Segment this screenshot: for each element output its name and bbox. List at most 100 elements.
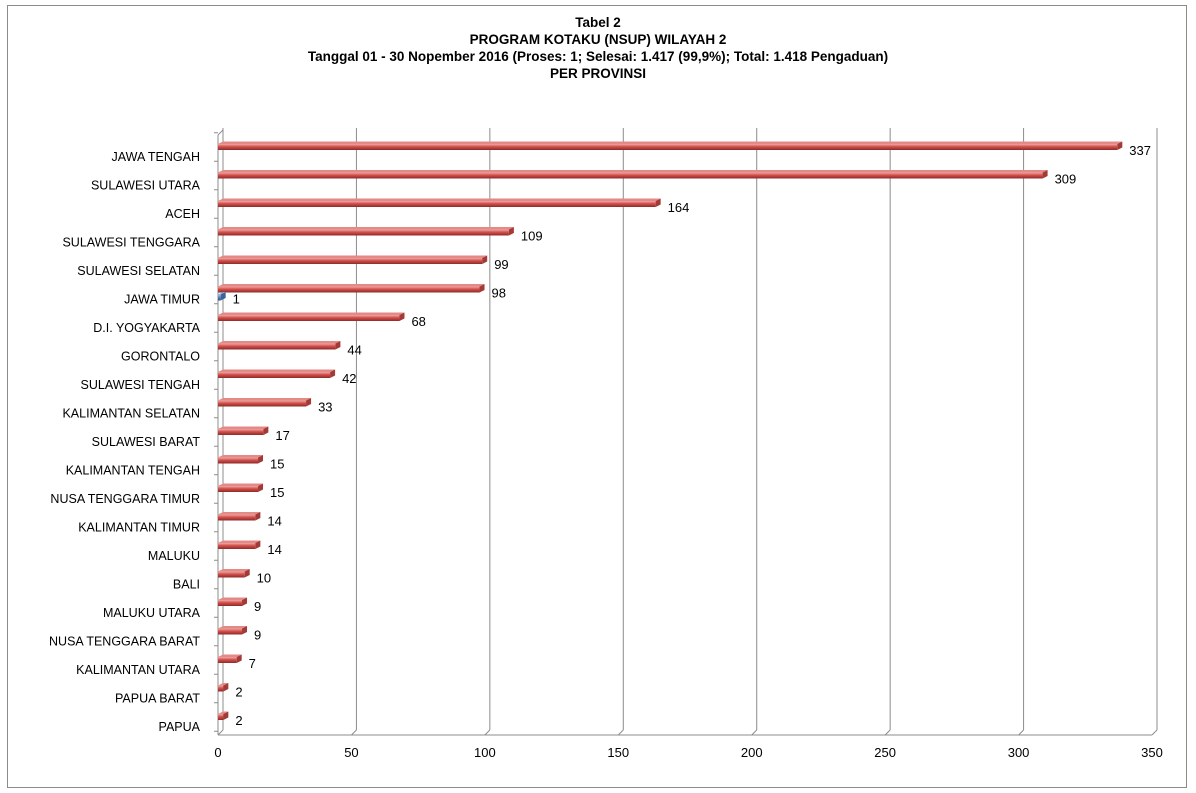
floor-tick-250 xyxy=(884,729,891,736)
data-label: 98 xyxy=(492,286,506,301)
bar-end-cap xyxy=(258,455,264,464)
category-label: SULAWESI BARAT xyxy=(92,435,201,449)
bar-end-cap xyxy=(655,198,661,207)
data-label: 10 xyxy=(257,571,271,586)
bar-top-face xyxy=(218,654,242,657)
bar-top-face xyxy=(218,569,250,572)
bars xyxy=(218,141,1123,720)
bar-selesai xyxy=(218,255,488,264)
bar-end-cap xyxy=(263,426,269,435)
floor-tick-50 xyxy=(351,729,357,736)
bar-top-face xyxy=(218,369,336,372)
bar-selesai xyxy=(218,455,264,464)
floor-tick-150 xyxy=(617,729,624,736)
bar-front-face xyxy=(218,457,259,464)
x-tick-label: 350 xyxy=(1141,745,1163,760)
category-label: MALUKU xyxy=(148,549,200,563)
category-label: PAPUA BARAT xyxy=(115,692,200,706)
data-label: 33 xyxy=(318,400,332,415)
bar-front-face xyxy=(218,486,259,492)
bar-front-face xyxy=(218,429,264,435)
bar-selesai xyxy=(218,170,1048,179)
category-label: SULAWESI UTARA xyxy=(91,179,201,193)
data-label: 109 xyxy=(521,229,543,244)
category-label: KALIMANTAN SELATAN xyxy=(62,407,200,421)
bar-top-face xyxy=(218,312,405,315)
bar-end-cap xyxy=(306,398,312,407)
bar-front-face xyxy=(218,628,243,635)
bar-end-cap xyxy=(236,654,242,663)
title-line-4: PER PROVINSI xyxy=(549,66,647,81)
category-label: GORONTALO xyxy=(121,350,200,364)
bar-front-face xyxy=(218,685,224,692)
category-label: ACEH xyxy=(165,207,200,221)
bar-selesai xyxy=(218,540,261,549)
bar-end-cap xyxy=(330,369,336,378)
data-label: 1 xyxy=(233,292,240,307)
bar-proses xyxy=(218,292,226,301)
bar-selesai xyxy=(218,512,261,521)
bar-end-cap xyxy=(479,284,485,293)
bar-selesai xyxy=(218,626,248,635)
data-label: 9 xyxy=(254,599,261,614)
bar-top-face xyxy=(218,683,229,686)
chart-frame xyxy=(7,5,1187,788)
x-tick-label: 0 xyxy=(214,745,221,760)
bar-front-face xyxy=(218,543,256,549)
bar-end-cap xyxy=(242,626,248,635)
bar-top-face xyxy=(218,170,1048,173)
data-label: 44 xyxy=(347,343,361,358)
bar-end-cap xyxy=(255,512,261,521)
data-label: 2 xyxy=(235,713,242,728)
bar-front-face xyxy=(218,294,221,301)
x-tick-label: 50 xyxy=(344,745,358,760)
bar-front-face xyxy=(218,286,480,293)
category-label: MALUKU UTARA xyxy=(103,606,201,620)
title-line-2: PROGRAM KOTAKU (NSUP) WILAYAH 2 xyxy=(469,32,727,47)
data-label: 7 xyxy=(249,656,256,671)
data-label: 164 xyxy=(668,200,690,215)
title-line-1: Tabel 2 xyxy=(575,15,621,30)
floor-tick-200 xyxy=(751,729,758,736)
x-tick-label: 100 xyxy=(474,745,496,760)
bar-end-cap xyxy=(244,569,250,578)
bar-selesai xyxy=(218,227,514,236)
bar-end-cap xyxy=(508,227,514,236)
bar-top-face xyxy=(218,483,264,486)
bar-end-cap xyxy=(1117,141,1123,150)
bar-end-cap xyxy=(223,711,229,720)
bar-top-face xyxy=(218,198,661,201)
bar-end-cap xyxy=(399,312,405,321)
bar-front-face xyxy=(218,229,509,236)
category-label: JAWA TENGAH xyxy=(112,150,200,164)
bar-selesai xyxy=(218,341,341,350)
x-tick-label: 150 xyxy=(607,745,629,760)
bar-selesai xyxy=(218,569,250,578)
bar-top-face xyxy=(218,141,1123,144)
bar-end-cap xyxy=(223,683,229,692)
category-label: NUSA TENGGARA BARAT xyxy=(49,635,200,649)
bar-front-face xyxy=(218,714,224,720)
axes xyxy=(214,129,1152,736)
bar-end-cap xyxy=(1042,170,1048,179)
bar-top-face xyxy=(218,626,248,629)
x-tick-label: 250 xyxy=(874,745,896,760)
category-label: KALIMANTAN TENGAH xyxy=(66,464,200,478)
category-label: KALIMANTAN UTARA xyxy=(76,663,201,677)
x-tick-label: 200 xyxy=(741,745,763,760)
bar-front-face xyxy=(218,201,656,207)
bar-front-face xyxy=(218,144,1118,150)
data-label: 15 xyxy=(270,485,284,500)
bar-selesai xyxy=(218,369,336,378)
x-tick-label: 300 xyxy=(1008,745,1030,760)
bar-top-face xyxy=(218,512,261,515)
floor-tick-100 xyxy=(484,729,491,736)
data-label: 14 xyxy=(267,542,281,557)
bar-front-face xyxy=(218,372,331,378)
bar-selesai xyxy=(218,312,405,321)
category-label: JAWA TIMUR xyxy=(124,293,200,307)
data-label: 2 xyxy=(235,685,242,700)
floor-tick-350 xyxy=(1151,729,1158,736)
data-label: 309 xyxy=(1055,172,1077,187)
